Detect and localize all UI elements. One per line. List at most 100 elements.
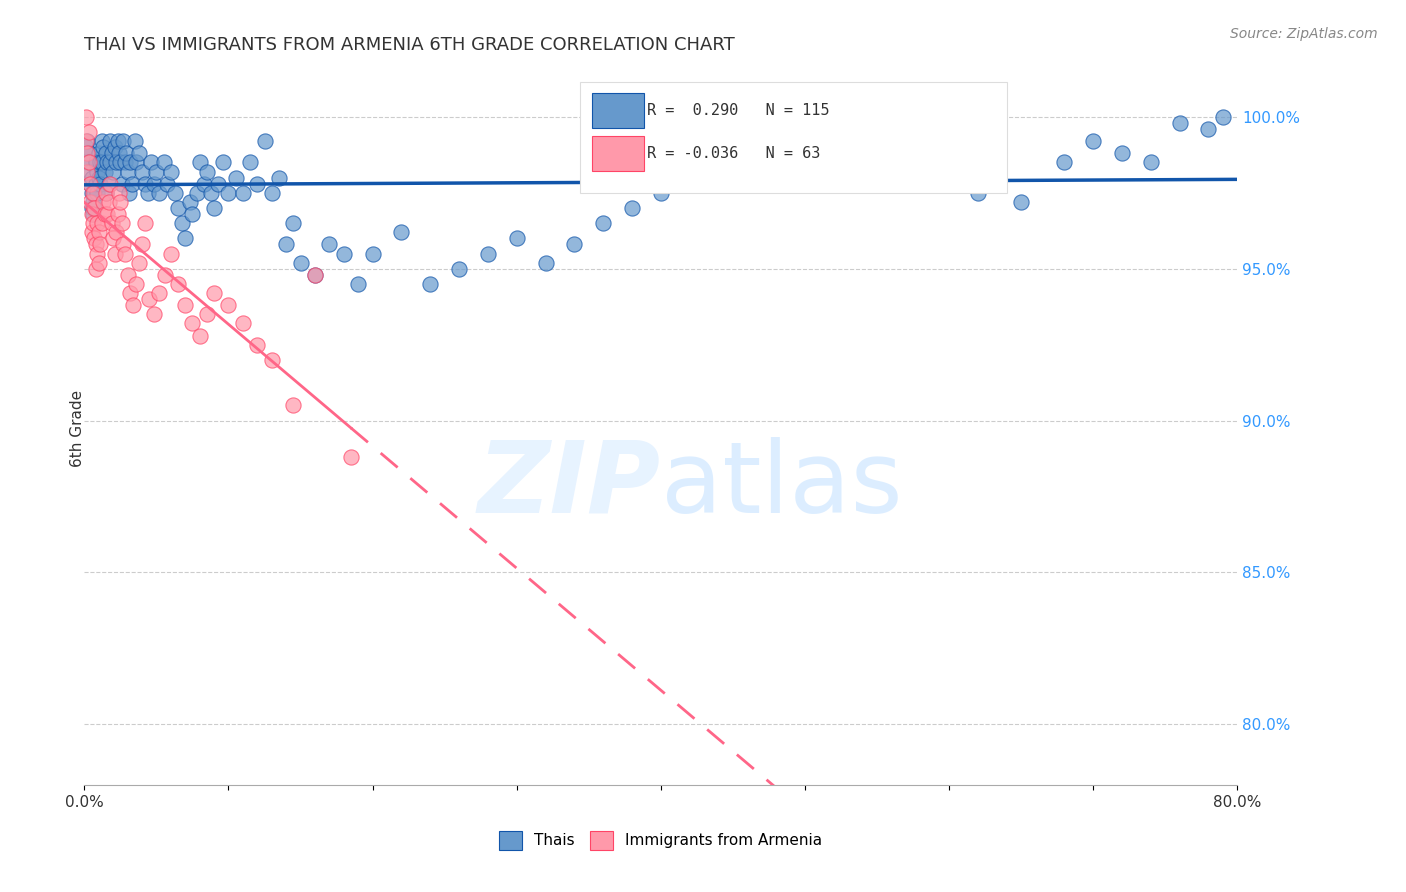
Point [97,194,120,209]
Point [131,237,153,252]
Point [267,170,290,185]
Point [276,237,298,252]
Point [202,201,225,215]
Point [96,155,118,169]
Point [90,134,112,148]
Point [75,140,97,154]
Point [76,164,98,178]
Point [136,186,159,200]
Point [188,155,211,169]
Point [131,164,153,178]
Point [153,268,176,282]
Point [449,261,471,276]
Point [80,207,103,221]
Text: ZIP: ZIP [478,437,661,533]
Point [107,207,129,221]
Point [83,186,105,200]
Point [283,398,305,412]
Point [76,155,98,169]
Point [477,246,499,260]
Text: atlas: atlas [661,437,903,533]
Point [910,146,932,161]
Point [100,146,122,161]
Point [361,246,384,260]
Point [76,134,98,148]
Point [134,216,156,230]
Point [186,186,208,200]
Point [152,155,174,169]
Point [148,186,170,200]
Point [172,216,194,230]
Point [193,177,215,191]
Point [179,194,201,209]
Point [239,155,262,169]
Point [115,146,138,161]
Text: R =  0.290   N = 115: R = 0.290 N = 115 [647,103,830,118]
Point [852,134,875,148]
Point [87,225,110,239]
Point [1083,134,1105,148]
Point [122,298,145,312]
Point [181,207,204,221]
Point [1111,146,1133,161]
Point [79,177,101,191]
Point [118,186,141,200]
Point [128,255,150,269]
Point [104,246,127,260]
Point [90,155,112,169]
Point [120,155,142,169]
Point [107,134,129,148]
Text: R = -0.036   N = 63: R = -0.036 N = 63 [647,146,820,161]
Point [160,164,183,178]
Point [80,225,103,239]
Point [167,277,190,291]
Point [105,225,128,239]
Point [534,255,557,269]
Point [304,268,326,282]
Point [650,186,672,200]
Point [125,277,148,291]
Y-axis label: 6th Grade: 6th Grade [70,390,84,467]
Point [79,194,101,209]
Point [100,216,122,230]
Point [419,277,441,291]
Point [1140,155,1163,169]
Point [79,177,101,191]
Point [77,125,100,139]
Point [82,194,104,209]
Point [86,246,108,260]
Point [84,237,107,252]
Point [91,194,114,209]
Point [80,201,103,215]
Point [318,237,340,252]
Point [94,146,117,161]
Point [80,186,103,200]
Point [98,134,121,148]
Point [90,216,112,230]
Point [200,186,222,200]
Point [145,164,167,178]
Point [84,155,107,169]
Text: THAI VS IMMIGRANTS FROM ARMENIA 6TH GRADE CORRELATION CHART: THAI VS IMMIGRANTS FROM ARMENIA 6TH GRAD… [84,36,735,54]
Point [174,231,197,245]
Point [333,246,356,260]
Point [97,177,120,191]
Point [211,155,233,169]
FancyBboxPatch shape [592,136,644,171]
Point [103,231,124,245]
Point [218,186,240,200]
Point [737,177,759,191]
Point [80,170,103,185]
Point [195,164,218,178]
Point [83,201,105,215]
Point [1053,155,1076,169]
Point [621,201,644,215]
Point [232,186,254,200]
Point [142,307,165,321]
Point [103,164,124,178]
Point [246,337,269,351]
Point [117,268,139,282]
Point [77,155,100,169]
Point [82,216,104,230]
Point [77,146,100,161]
